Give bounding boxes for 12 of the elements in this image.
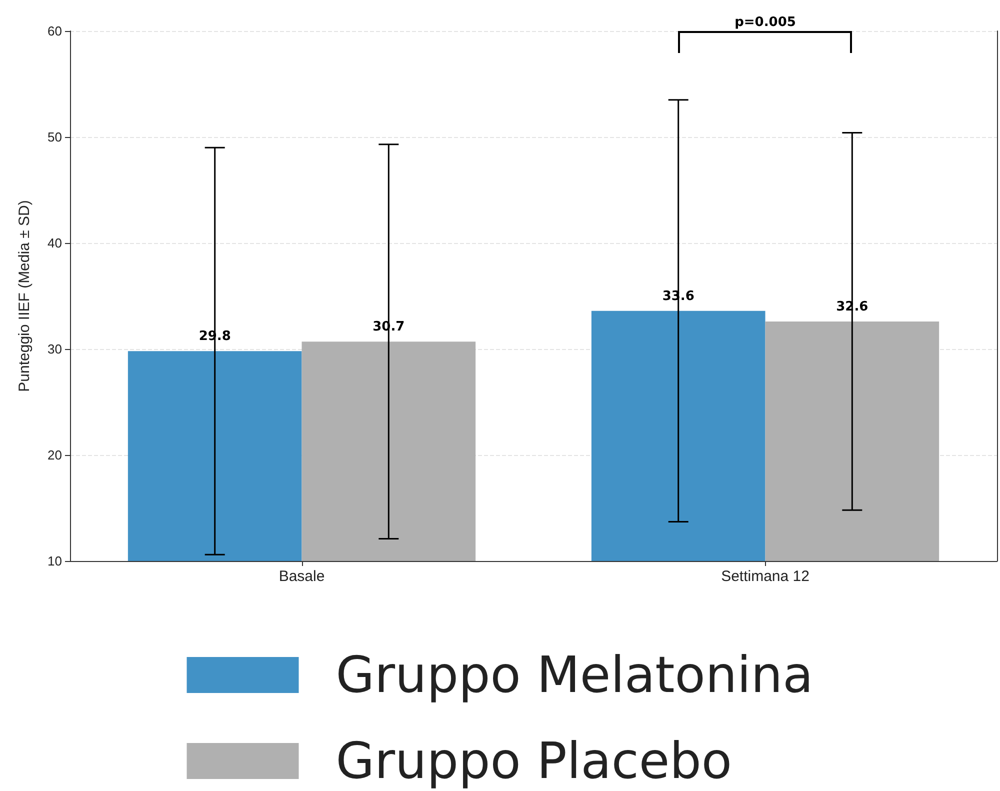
legend-label: Gruppo Placebo xyxy=(336,732,732,790)
y-axis-title: Punteggio IIEF (Media ± SD) xyxy=(16,200,33,392)
y-tick-label: 60 xyxy=(48,24,62,38)
text: p=0.005 xyxy=(734,15,796,30)
x-tick-label: Settimana 12 xyxy=(721,568,810,585)
y-tick-label: 20 xyxy=(48,448,62,462)
x-tick-label: Basale xyxy=(278,568,325,585)
y-tick-label: 30 xyxy=(48,342,62,356)
y-tick-label: 50 xyxy=(48,130,62,144)
y-tick-label: 10 xyxy=(48,554,62,568)
y-tick-label: 40 xyxy=(48,236,62,250)
legend-label: Gruppo Melatonina xyxy=(336,646,814,704)
